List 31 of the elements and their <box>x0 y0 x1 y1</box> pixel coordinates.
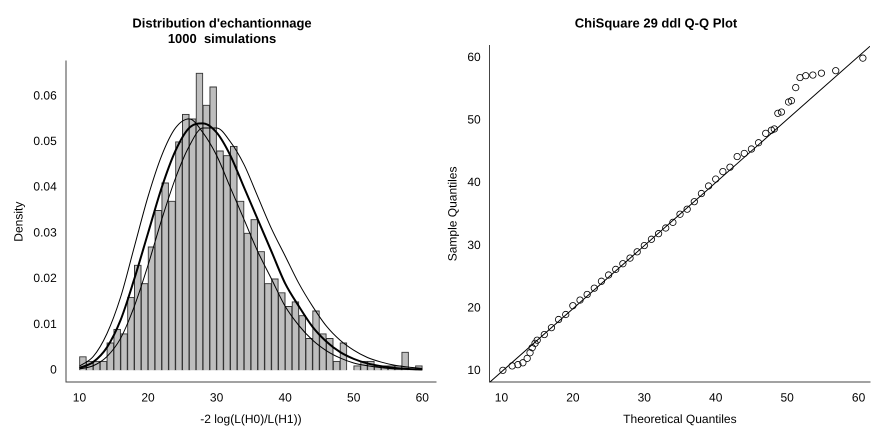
x-tick-label: 60 <box>852 390 866 405</box>
y-tick-label: 0.05 <box>33 134 58 148</box>
y-tick-label: 10 <box>467 363 482 378</box>
x-tick-label: 50 <box>780 390 794 405</box>
y-tick-label: 40 <box>467 175 482 190</box>
y-tick-label: 0.01 <box>33 316 58 331</box>
x-axis-title: -2 log(L(H0)/L(H1)) <box>200 412 302 426</box>
x-tick-label: 20 <box>566 390 580 405</box>
x-axis-title: Theoretical Quantiles <box>623 412 737 426</box>
x-tick-label: 30 <box>638 390 652 405</box>
x-tick-label: 60 <box>416 390 430 405</box>
y-tick-label: 30 <box>467 238 482 252</box>
chart-title: ChiSquare 29 ddl Q-Q Plot <box>574 15 738 30</box>
x-tick-label: 30 <box>210 390 224 405</box>
x-tick-label: 10 <box>494 390 508 405</box>
x-tick-label: 20 <box>141 390 156 405</box>
y-tick-label: 0 <box>50 362 58 377</box>
chart-title: Distribution d'echantionnage 1000 simulations <box>132 15 312 46</box>
x-tick-label: 50 <box>347 390 361 405</box>
y-tick-label: 50 <box>467 112 482 127</box>
y-tick-label: 60 <box>467 50 482 64</box>
y-tick-label: 20 <box>467 300 482 315</box>
x-tick-label: 40 <box>709 390 723 405</box>
x-tick-label: 10 <box>72 390 86 405</box>
y-tick-label: 0.02 <box>33 271 58 286</box>
y-tick-label: 0.03 <box>33 225 58 240</box>
y-tick-label: 0.04 <box>33 180 58 194</box>
x-tick-label: 40 <box>278 390 292 405</box>
y-tick-label: 0.06 <box>33 88 58 102</box>
y-axis-title: Sample Quantiles <box>446 166 460 262</box>
y-axis-title: Density <box>12 202 26 242</box>
